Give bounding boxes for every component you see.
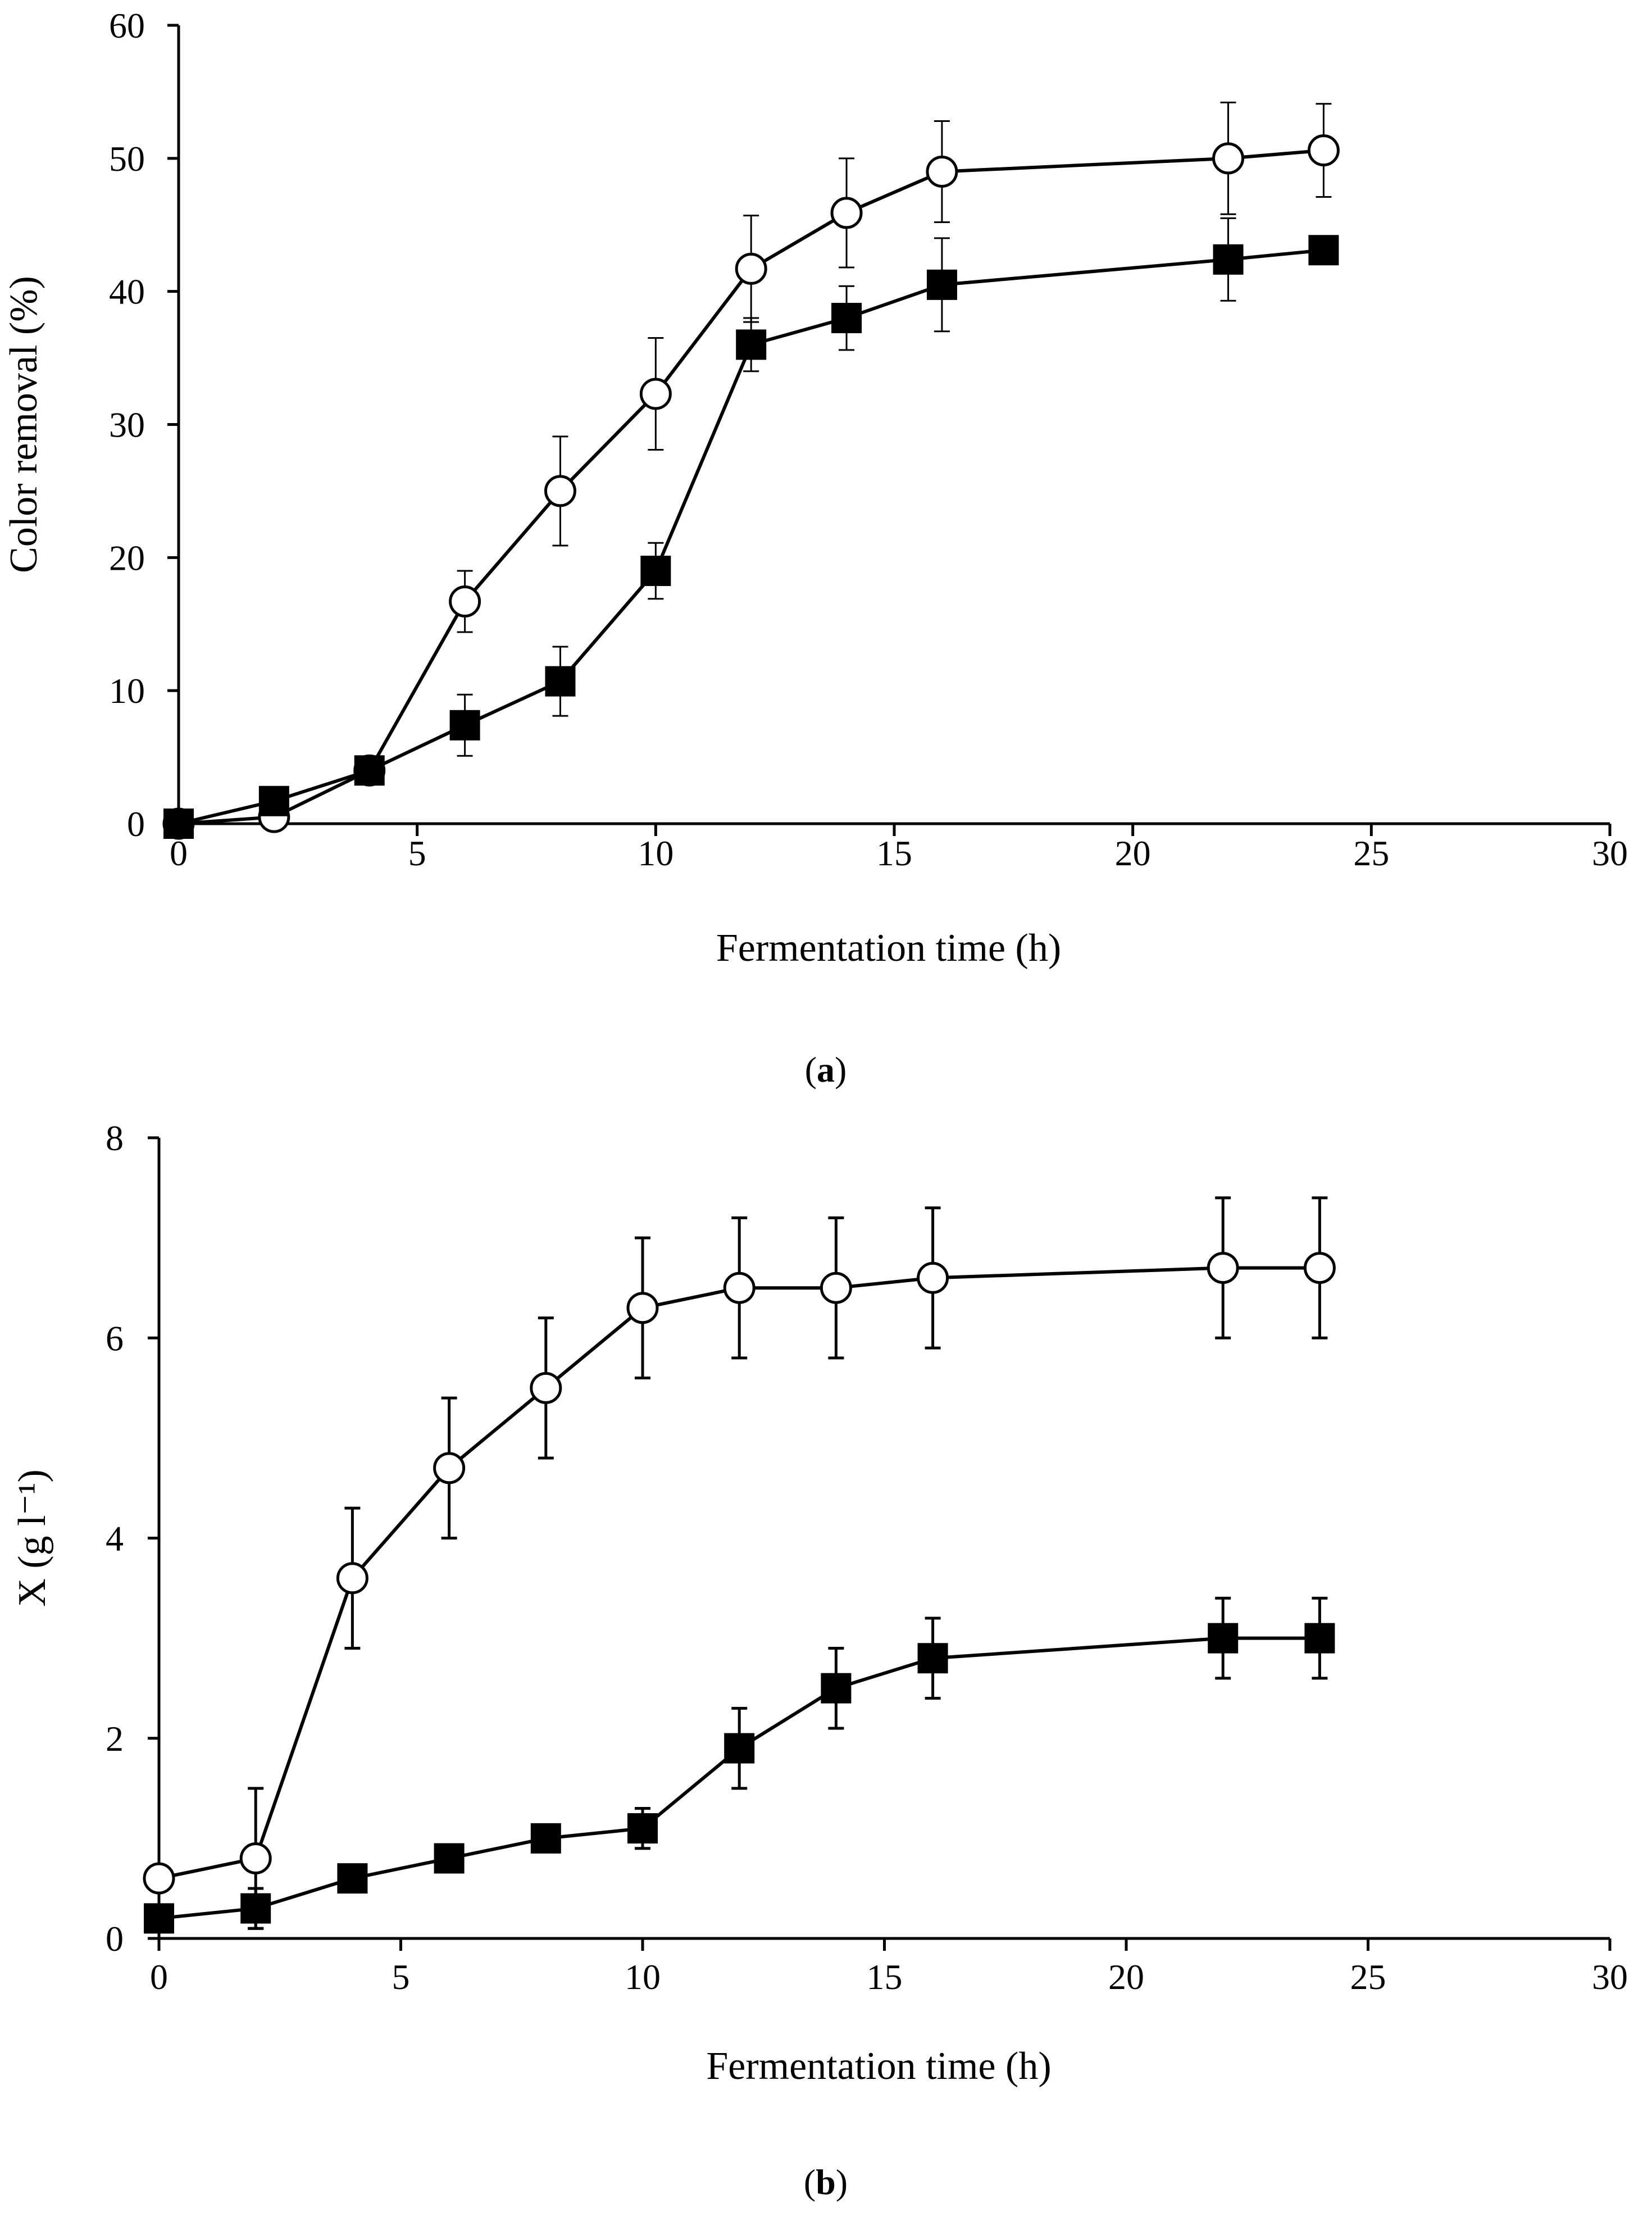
panel-b-x-tick-label: 25 (1350, 1957, 1386, 1997)
panel-a-circle-point (544, 475, 576, 507)
panel-a-square-point (545, 666, 576, 697)
panel-a-circle-point (449, 585, 481, 617)
panel-b-circle-point (239, 1842, 272, 1874)
panel-b-x-tick-label: 5 (392, 1957, 410, 1997)
panel-a-panel-label: (a) (805, 1050, 847, 1089)
panel-a-square-point (1308, 235, 1339, 266)
panel-a-x-tick-label: 20 (1115, 833, 1151, 873)
panel-b-circle-point (917, 1261, 949, 1294)
panel-b-square-point (530, 1823, 561, 1854)
panel-b-square-point (917, 1643, 948, 1674)
panel-a-square-point (640, 556, 671, 587)
panel-b-x-tick-label: 15 (867, 1957, 903, 1997)
panel-a-y-tick-label: 0 (127, 804, 145, 844)
panel-b-x-tick-label: 30 (1592, 1957, 1628, 1997)
panel-a-circle-point (830, 197, 863, 229)
panel-a-panel-label-letter: a (817, 1050, 835, 1089)
panel-a-x-tick-label: 25 (1353, 833, 1389, 873)
panel-a-y-tick-label: 40 (109, 272, 145, 312)
panel-b-circle-point (626, 1292, 659, 1324)
panel-a-square-point (736, 329, 767, 360)
panel-a-x-tick-label: 15 (876, 833, 912, 873)
panel-a-square-point (449, 710, 480, 741)
panel-a-y-tick-label: 30 (109, 405, 145, 445)
panel-a-square-point (258, 785, 289, 816)
panel-b-square-point (144, 1903, 174, 1934)
panel-b-x-axis-label: Fermentation time (h) (706, 2045, 1051, 2088)
panel-a-x-tick-label: 30 (1592, 833, 1628, 873)
panel-a-circle-point (639, 378, 672, 410)
panel-b-panel-label-open: ( (804, 2162, 816, 2202)
panel-b-y-tick-label: 2 (106, 1719, 124, 1759)
panel-a-square-point (163, 809, 194, 839)
panel-b-y-axis-label: X (g l⁻¹) (11, 1469, 54, 1607)
panel-b-panel-label-close: ) (836, 2162, 848, 2202)
panel-b-square-point (337, 1863, 368, 1894)
panel-a-square-point (354, 755, 385, 786)
panel-b-y-tick-label: 0 (106, 1919, 124, 1959)
panel-b-circle-point (530, 1372, 562, 1404)
panel-a-panel-label-open: ( (805, 1050, 817, 1089)
panel-a-x-tick-label: 5 (408, 833, 426, 873)
panel-b-square-point (1208, 1623, 1239, 1654)
panel-b-square-point (240, 1893, 271, 1924)
panel-a-x-axis-label: Fermentation time (h) (716, 927, 1061, 970)
panel-b-chart: 0 2 4 6 8 0 5 10 15 20 25 30 Fermentation time (h) X … (11, 1118, 1628, 2202)
panel-b-panel-label: (b) (804, 2162, 848, 2202)
panel-b-panel-label-letter: b (816, 2162, 836, 2202)
panel-a-square-point (1213, 244, 1244, 275)
panel-b-circle-point (433, 1452, 466, 1484)
panel-b-square-point (434, 1843, 465, 1874)
panel-a-circle-point (735, 252, 767, 285)
panel-b-x-tick-label: 0 (150, 1957, 168, 1997)
panel-a-y-tick-label: 20 (109, 538, 145, 578)
panel-a-x-tick-label: 10 (638, 833, 673, 873)
panel-a-y-tick-label: 10 (109, 671, 145, 711)
panel-b-square-point (627, 1813, 658, 1844)
panel-a-y-tick-label: 50 (109, 139, 145, 179)
panel-b-x-tick-label: 20 (1108, 1957, 1144, 1997)
panel-b-x-tick-label: 10 (625, 1957, 661, 1997)
panel-b-circle-point (820, 1272, 852, 1304)
panel-a-panel-label-close: ) (835, 1050, 847, 1089)
panel-a-circle-point (1307, 134, 1340, 167)
panel-b-circle-point (336, 1562, 368, 1595)
panel-a-y-tick-label: 60 (109, 6, 145, 46)
panel-a-chart: 0 10 20 30 40 50 60 0 5 10 15 20 25 30 Fermentation ti… (2, 6, 1628, 1089)
panel-b-square-point (1304, 1623, 1335, 1654)
panel-b-circle-point (1303, 1252, 1336, 1284)
panel-b-y-tick-label: 4 (106, 1519, 124, 1559)
panel-b-circle-point (1207, 1252, 1239, 1284)
panel-b-circle-point (143, 1862, 175, 1895)
panel-a-circle-point (1212, 142, 1245, 175)
panel-a-circle-point (926, 156, 958, 188)
panel-b-y-tick-label: 8 (106, 1118, 124, 1158)
panel-b-circle-point (723, 1272, 756, 1304)
panel-b-square-point (821, 1673, 852, 1704)
panel-a-x-tick-label: 0 (170, 833, 188, 873)
panel-a-square-point (831, 303, 862, 334)
panel-b-square-point (724, 1733, 755, 1764)
panel-a-y-axis-label: Color removal (%) (2, 276, 45, 573)
panel-a-square-point (926, 269, 957, 300)
panel-b-y-tick-label: 6 (106, 1318, 124, 1358)
